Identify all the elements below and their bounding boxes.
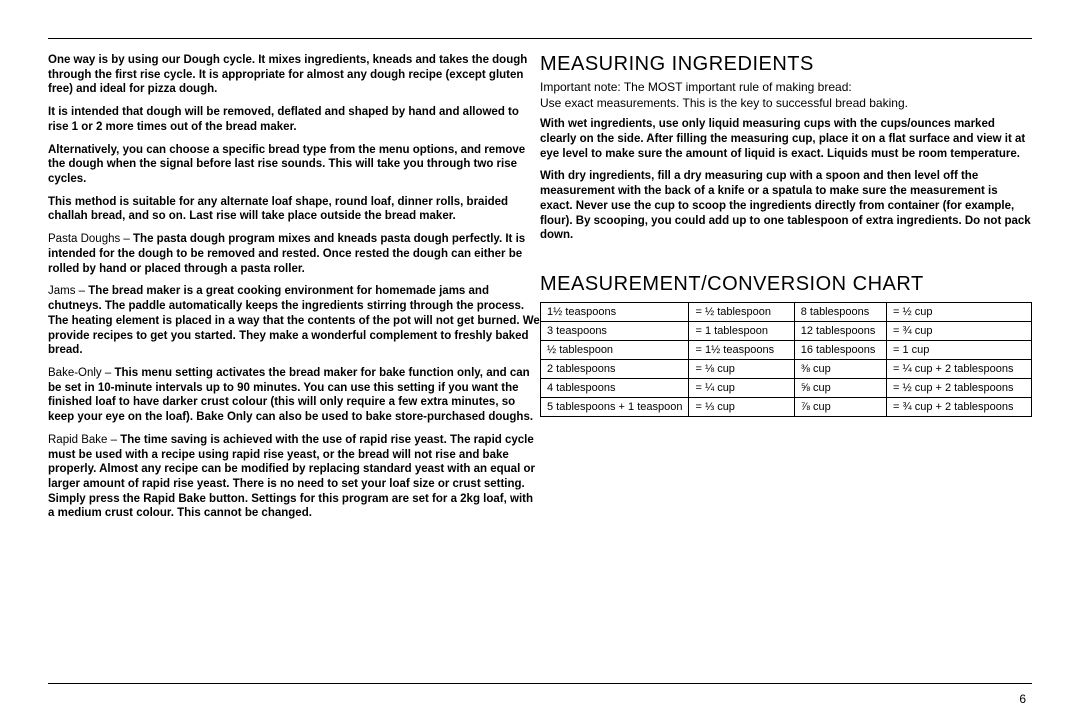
table-cell: = ½ cup + 2 tablespoons — [887, 378, 1032, 397]
left-p7: Bake-Only – This menu setting activates … — [48, 366, 540, 425]
rapid-lead: Rapid Bake – — [48, 434, 120, 446]
note-line1: Important note: The MOST important rule … — [540, 80, 852, 94]
dry-ingredients: With dry ingredients, fill a dry measuri… — [540, 169, 1032, 243]
jams-body: The bread maker is a great cooking envir… — [48, 285, 540, 356]
rapid-body: The time saving is achieved with the use… — [48, 434, 535, 520]
bottom-rule — [48, 683, 1032, 684]
left-p8: Rapid Bake – The time saving is achieved… — [48, 433, 540, 521]
table-cell: 16 tablespoons — [794, 340, 886, 359]
table-cell: = ¾ cup — [887, 321, 1032, 340]
table-row: 5 tablespoons + 1 teaspoon= ⅓ cup⅞ cup= … — [541, 397, 1032, 416]
heading-chart: MEASUREMENT/CONVERSION CHART — [540, 273, 1032, 296]
table-cell: = 1½ teaspoons — [689, 340, 794, 359]
table-cell: = 1 tablespoon — [689, 321, 794, 340]
table-row: 2 tablespoons= ⅛ cup⅜ cup= ¼ cup + 2 tab… — [541, 359, 1032, 378]
left-p2: It is intended that dough will be remove… — [48, 105, 540, 134]
table-cell: 12 tablespoons — [794, 321, 886, 340]
table-cell: = ¼ cup + 2 tablespoons — [887, 359, 1032, 378]
left-column: One way is by using our Dough cycle. It … — [48, 53, 540, 529]
table-cell: 8 tablespoons — [794, 302, 886, 321]
table-cell: 4 tablespoons — [541, 378, 689, 397]
important-note: Important note: The MOST important rule … — [540, 80, 1032, 111]
note-line2: Use exact measurements. This is the key … — [540, 96, 908, 110]
left-p5: Pasta Doughs – The pasta dough program m… — [48, 232, 540, 276]
bakeonly-body: This menu setting activates the bread ma… — [48, 367, 533, 423]
table-row: 3 teaspoons= 1 tablespoon12 tablespoons=… — [541, 321, 1032, 340]
left-p1: One way is by using our Dough cycle. It … — [48, 53, 540, 97]
table-row: 1½ teaspoons= ½ tablespoon8 tablespoons=… — [541, 302, 1032, 321]
table-cell: = ⅓ cup — [689, 397, 794, 416]
wet-ingredients: With wet ingredients, use only liquid me… — [540, 117, 1032, 161]
jams-lead: Jams – — [48, 285, 88, 297]
table-cell: ⅜ cup — [794, 359, 886, 378]
table-cell: ½ tablespoon — [541, 340, 689, 359]
table-cell: = ¾ cup + 2 tablespoons — [887, 397, 1032, 416]
left-p3: Alternatively, you can choose a specific… — [48, 143, 540, 187]
pasta-lead: Pasta Doughs – — [48, 233, 133, 245]
table-cell: = ¼ cup — [689, 378, 794, 397]
bakeonly-lead: Bake-Only – — [48, 367, 114, 379]
table-cell: 5 tablespoons + 1 teaspoon — [541, 397, 689, 416]
table-row: 4 tablespoons= ¼ cup⅝ cup= ½ cup + 2 tab… — [541, 378, 1032, 397]
heading-measuring: MEASURING INGREDIENTS — [540, 53, 1032, 76]
table-row: ½ tablespoon= 1½ teaspoons16 tablespoons… — [541, 340, 1032, 359]
table-cell: = ⅛ cup — [689, 359, 794, 378]
page-number: 6 — [1019, 692, 1026, 706]
table-cell: ⅞ cup — [794, 397, 886, 416]
table-cell: = ½ cup — [887, 302, 1032, 321]
table-cell: = ½ tablespoon — [689, 302, 794, 321]
table-cell: 2 tablespoons — [541, 359, 689, 378]
right-column: MEASURING INGREDIENTS Important note: Th… — [540, 53, 1032, 529]
table-cell: 1½ teaspoons — [541, 302, 689, 321]
top-rule — [48, 38, 1032, 39]
table-cell: ⅝ cup — [794, 378, 886, 397]
table-cell: = 1 cup — [887, 340, 1032, 359]
left-p4: This method is suitable for any alternat… — [48, 195, 540, 224]
conversion-table: 1½ teaspoons= ½ tablespoon8 tablespoons=… — [540, 302, 1032, 417]
left-p6: Jams – The bread maker is a great cookin… — [48, 284, 540, 358]
table-cell: 3 teaspoons — [541, 321, 689, 340]
two-column-layout: One way is by using our Dough cycle. It … — [48, 53, 1032, 529]
